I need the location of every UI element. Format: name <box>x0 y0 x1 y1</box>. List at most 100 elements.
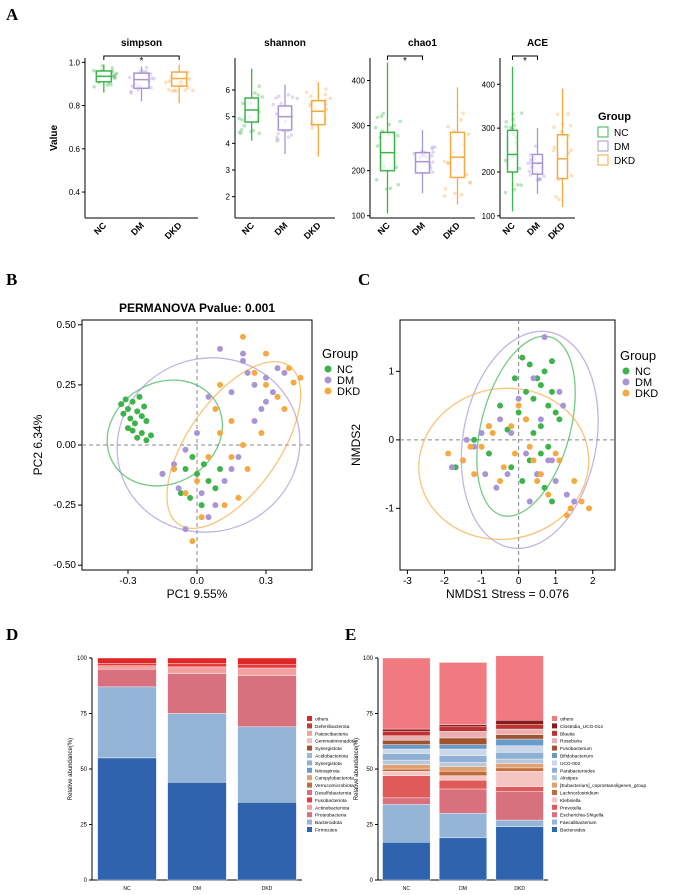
bar-segment-Actinobacteriota <box>167 666 227 674</box>
point-NC <box>212 485 219 492</box>
jitter-point <box>276 138 280 142</box>
legend-label: Fusobacteriota <box>315 798 347 804</box>
jitter-point <box>110 66 115 70</box>
legend-swatch <box>552 716 557 721</box>
bar-segment-others <box>237 657 297 665</box>
group-legend-b: Group NC DM DKD <box>322 346 360 398</box>
bar-segment-Fusobacteriota <box>237 664 297 669</box>
bar-segment-[Eubacterium]_coprostanoligenes_group <box>495 763 544 769</box>
bar-segment-Escherichia-Shigella <box>382 797 431 805</box>
point-DM <box>221 478 228 485</box>
point-DKD <box>286 365 292 372</box>
point-DM <box>571 498 578 505</box>
bar-segment-others <box>495 655 544 721</box>
y-tick-label: 25 <box>80 823 87 829</box>
legend-b-dot-dm <box>324 376 332 384</box>
bar-segment-Bifidobacterium <box>495 738 544 746</box>
bar-segment-Fusobacteriota <box>97 663 157 666</box>
bar-segment-Alistipes <box>439 762 488 767</box>
jitter-point <box>310 126 314 130</box>
legend-swatch <box>307 738 312 744</box>
jitter-point <box>569 173 574 178</box>
point-DKD <box>240 333 246 340</box>
point-DM <box>228 466 235 473</box>
point-NC <box>141 403 148 410</box>
y-tick-label: 75 <box>80 712 87 718</box>
legend-swatch <box>307 812 312 818</box>
jitter-point <box>379 114 384 119</box>
ellipse-DM <box>116 357 301 533</box>
legend-b-label-dkd: DKD <box>337 386 360 398</box>
legend-label: Synergistota <box>315 761 342 767</box>
x-tick-label: -2 <box>440 576 449 587</box>
point-DM <box>240 357 246 364</box>
bar-segment-Lachnoclostridium <box>495 767 544 772</box>
point-NC <box>177 490 184 497</box>
jitter-point <box>286 135 291 140</box>
y-tick-label: 50 <box>366 767 373 773</box>
point-DM <box>159 470 166 477</box>
point-DM <box>548 457 555 464</box>
point-DM <box>274 365 281 372</box>
bar-segment-Prevotella <box>382 775 431 799</box>
panel-label-b: B <box>6 270 17 289</box>
jitter-point <box>396 133 400 138</box>
jitter-point <box>308 94 313 99</box>
y-tick-label: 300 <box>352 122 366 131</box>
y-tick-label: 100 <box>77 656 88 662</box>
jitter-point <box>504 125 508 129</box>
jitter-point <box>92 84 96 89</box>
y-axis-title: Relative abundance(%) <box>354 738 360 800</box>
legend-a-title: Group <box>598 111 631 123</box>
jitter-point <box>446 124 450 129</box>
bar-segment-others <box>97 657 157 664</box>
point-NC <box>205 478 212 485</box>
legend-label: Verrucomicrobiota <box>315 783 354 789</box>
point-DM <box>269 389 276 396</box>
point-DKD <box>263 350 269 357</box>
legend-c-label-dm: DM <box>635 377 652 389</box>
bar-segment-Alistipes <box>495 758 544 764</box>
y-tick-label: 0.8 <box>69 102 81 111</box>
ellipse-DM <box>460 330 599 550</box>
jitter-point <box>149 85 153 90</box>
jitter-point <box>286 93 291 97</box>
box-DM <box>133 72 150 90</box>
y-tick-label: 0 <box>388 435 394 446</box>
bar-segment-Lachnoclostridium <box>382 768 431 772</box>
point-NC <box>134 434 141 441</box>
x-tick-label: DM <box>129 220 146 237</box>
legend-swatch <box>307 775 312 781</box>
point-DKD <box>228 417 235 424</box>
point-NC <box>548 358 555 365</box>
point-NC <box>143 437 150 444</box>
point-DKD <box>244 466 251 473</box>
jitter-point <box>503 190 508 195</box>
jitter-point <box>542 174 546 178</box>
point-DM <box>537 416 544 423</box>
x-tick-label: NC <box>403 886 411 892</box>
bar-segment-Actinobacteriota <box>237 667 297 676</box>
bar-segment-Klebsiella <box>495 771 544 787</box>
jitter-point <box>442 194 447 198</box>
point-DM <box>194 429 200 436</box>
bar-segment-Roseburia <box>495 728 544 735</box>
significance-bracket <box>512 55 538 60</box>
x-tick-label: DM <box>193 886 201 892</box>
legend-swatch <box>552 812 557 818</box>
bar-segment-Proteobacteria <box>167 673 227 714</box>
point-DM <box>504 471 511 478</box>
bar-segment-Roseburia <box>439 731 488 739</box>
point-NC <box>530 430 537 437</box>
point-DKD <box>263 381 269 388</box>
legend-b-dot-nc <box>324 365 332 373</box>
point-DM <box>235 454 242 461</box>
point-DKD <box>445 450 452 457</box>
legend-label: Bacteroides <box>560 828 586 834</box>
group-legend-c: Group NC DM DKD <box>620 348 658 400</box>
legend-swatch <box>552 782 557 788</box>
legend-label: Acidobacteriota <box>315 754 348 760</box>
point-DM <box>281 369 288 376</box>
jitter-point <box>129 89 133 94</box>
point-DKD <box>511 450 518 457</box>
